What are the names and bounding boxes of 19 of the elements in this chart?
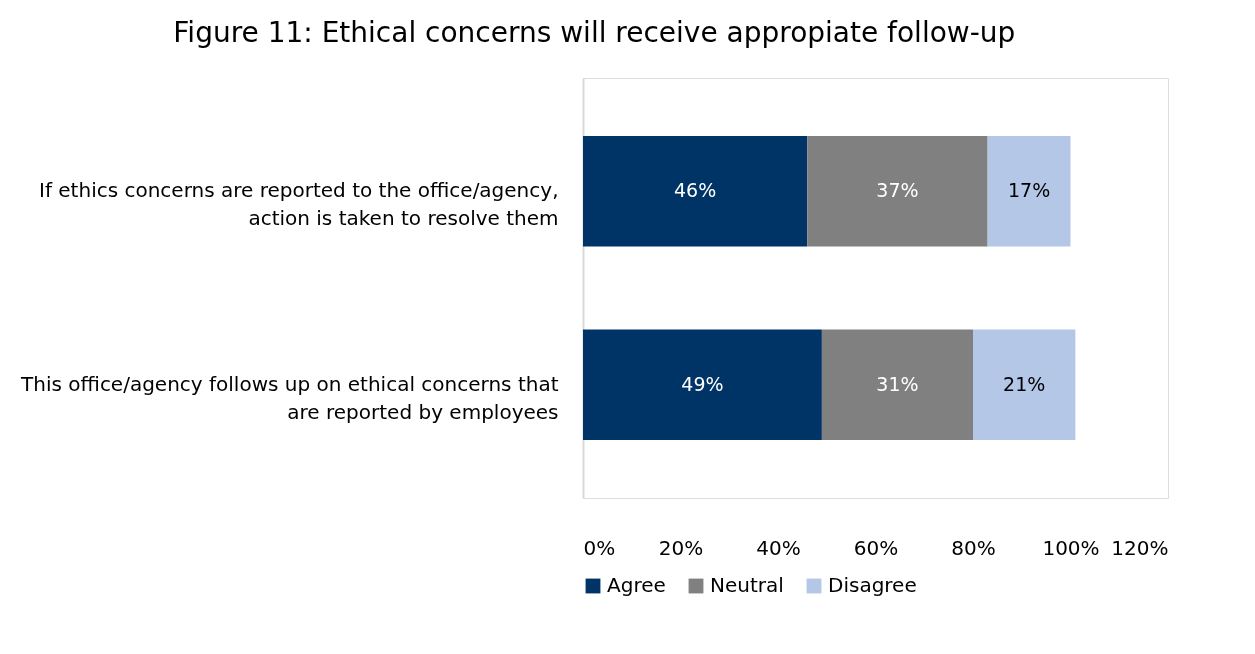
x-tick-label: 0%: [583, 535, 616, 560]
legend-label: Neutral: [710, 573, 784, 597]
data-label: 46%: [674, 179, 717, 202]
legend-label: Agree: [607, 573, 666, 597]
data-label: 37%: [876, 179, 919, 202]
chart-title: Figure 11: Ethical concerns will receive appropiate follow-up: [173, 16, 1016, 49]
x-tick-label: 100%: [1042, 535, 1100, 560]
x-tick-label: 20%: [658, 535, 704, 560]
data-label: 21%: [1003, 372, 1046, 395]
y-tick-label: If ethics concerns are reported to the office/agency, action is taken to resolve them: [39, 178, 559, 231]
x-tick-label: 60%: [853, 535, 899, 560]
x-tick-label: 40%: [756, 535, 801, 560]
legend-label: Disagree: [828, 573, 917, 597]
data-label: 31%: [876, 372, 919, 395]
y-tick-label: This office/agency follows up on ethical concerns that are reported by employees: [20, 371, 559, 424]
data-label: 49%: [681, 372, 724, 395]
x-tick-label: 120%: [1111, 535, 1169, 560]
x-tick-label: 80%: [951, 535, 996, 560]
data-label: 17%: [1007, 179, 1051, 202]
